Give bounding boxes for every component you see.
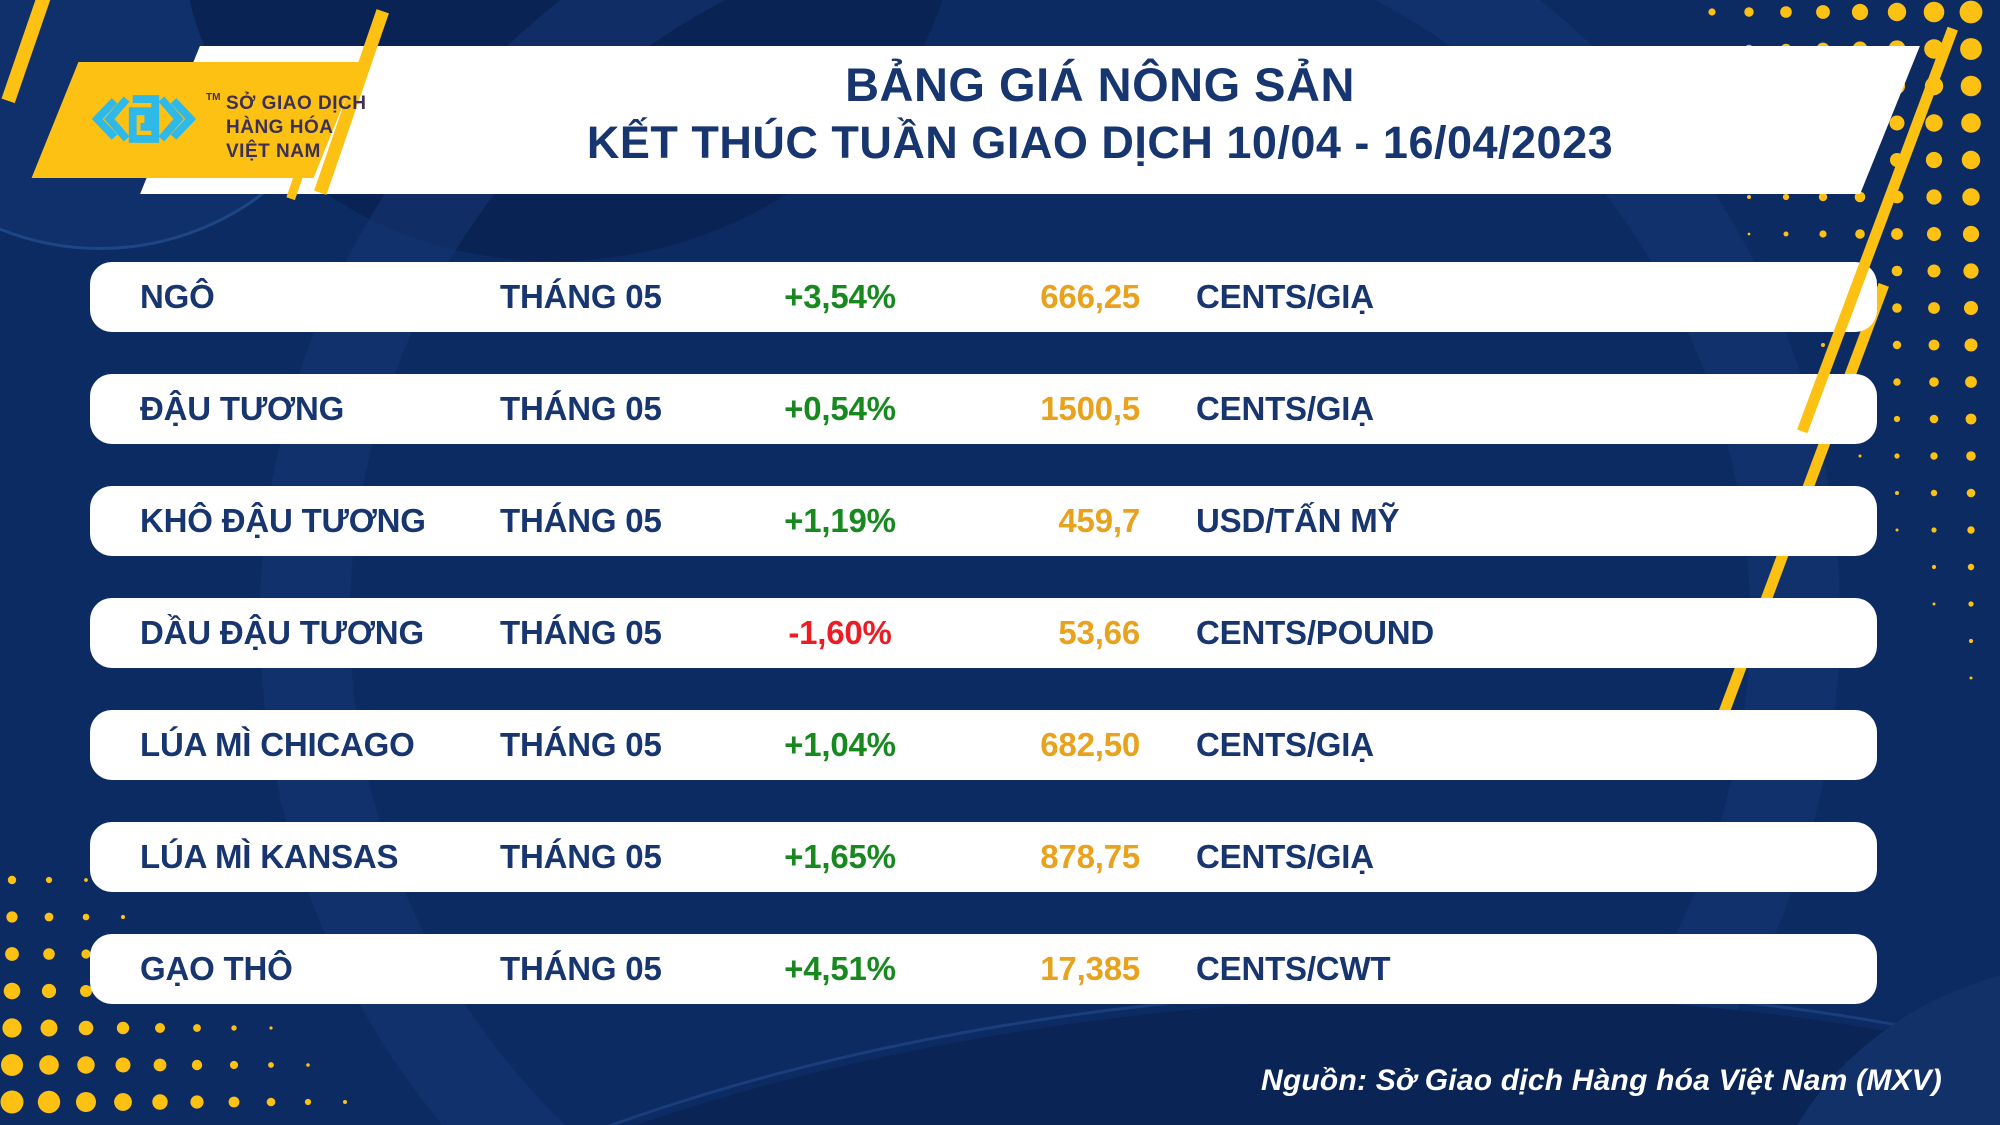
commodity-name: GẠO THÔ: [140, 950, 293, 987]
commodity-name: ĐẬU TƯƠNG: [140, 390, 345, 427]
contract-month: THÁNG 05: [500, 726, 662, 763]
contract-month: THÁNG 05: [500, 502, 662, 539]
price-change-percent: -1,60%: [788, 614, 892, 651]
price-value: 459,7: [1058, 502, 1140, 539]
price-value: 666,25: [1040, 278, 1140, 315]
price-unit: CENTS/CWT: [1196, 950, 1391, 987]
title-line1: BẢNG GIÁ NÔNG SẢN: [845, 58, 1355, 111]
price-change-percent: +4,51%: [784, 950, 896, 987]
price-table: NGÔ THÁNG 05 +3,54% 666,25 CENTS/GIẠ ĐẬU…: [90, 262, 1877, 1004]
table-row: LÚA MÌ KANSAS THÁNG 05 +1,65% 878,75 CEN…: [90, 822, 1877, 892]
table-row: LÚA MÌ CHICAGO THÁNG 05 +1,04% 682,50 CE…: [90, 710, 1877, 780]
table-row: DẦU ĐẬU TƯƠNG THÁNG 05 -1,60% 53,66 CENT…: [90, 598, 1877, 668]
price-value: 17,385: [1040, 950, 1140, 987]
commodity-name: KHÔ ĐẬU TƯƠNG: [140, 502, 426, 539]
price-change-percent: +0,54%: [784, 390, 896, 427]
contract-month: THÁNG 05: [500, 614, 662, 651]
price-value: 53,66: [1058, 614, 1140, 651]
price-unit: CENTS/GIẠ: [1196, 726, 1374, 763]
price-change-percent: +1,65%: [784, 838, 896, 875]
table-row: ĐẬU TƯƠNG THÁNG 05 +0,54% 1500,5 CENTS/G…: [90, 374, 1877, 444]
commodity-name: DẦU ĐẬU TƯƠNG: [140, 614, 424, 651]
price-unit: CENTS/POUND: [1196, 614, 1434, 651]
commodity-name: LÚA MÌ KANSAS: [140, 838, 399, 875]
contract-month: THÁNG 05: [500, 950, 662, 987]
price-value: 682,50: [1040, 726, 1140, 763]
source-attribution: Nguồn: Sở Giao dịch Hàng hóa Việt Nam (M…: [1261, 1064, 1942, 1097]
price-change-percent: +3,54%: [784, 278, 896, 315]
price-unit: CENTS/GIẠ: [1196, 278, 1374, 315]
contract-month: THÁNG 05: [500, 278, 662, 315]
commodity-name: LÚA MÌ CHICAGO: [140, 726, 415, 763]
price-change-percent: +1,04%: [784, 726, 896, 763]
mxv-logo-text-line3: VIỆT NAM: [226, 140, 321, 162]
price-value: 878,75: [1040, 838, 1140, 875]
price-unit: CENTS/GIẠ: [1196, 390, 1374, 427]
table-row: GẠO THÔ THÁNG 05 +4,51% 17,385 CENTS/CWT: [90, 934, 1877, 1004]
mxv-logo-text-line1: SỞ GIAO DỊCH: [226, 93, 367, 114]
yellow-slash-decoration: [1, 0, 53, 104]
price-value: 1500,5: [1040, 390, 1140, 427]
price-unit: USD/TẤN MỸ: [1196, 502, 1400, 539]
title-line2: KẾT THÚC TUẦN GIAO DỊCH 10/04 - 16/04/20…: [586, 117, 1614, 168]
mxv-logo-mark-icon: [92, 95, 196, 143]
table-row: NGÔ THÁNG 05 +3,54% 666,25 CENTS/GIẠ: [90, 262, 1877, 332]
mxv-logo-text-line2: HÀNG HÓA: [226, 116, 334, 138]
trademark-symbol: TM: [206, 92, 221, 103]
contract-month: THÁNG 05: [500, 838, 662, 875]
mxv-logo-text: SỞ GIAO DỊCH HÀNG HÓA VIỆT NAM: [226, 92, 366, 164]
price-unit: CENTS/GIẠ: [1196, 838, 1374, 875]
contract-month: THÁNG 05: [500, 390, 662, 427]
table-row: KHÔ ĐẬU TƯƠNG THÁNG 05 +1,19% 459,7 USD/…: [90, 486, 1877, 556]
commodity-name: NGÔ: [140, 278, 215, 315]
page-title: BẢNG GIÁ NÔNG SẢN KẾT THÚC TUẦN GIAO DỊC…: [340, 56, 1860, 172]
price-change-percent: +1,19%: [784, 502, 896, 539]
